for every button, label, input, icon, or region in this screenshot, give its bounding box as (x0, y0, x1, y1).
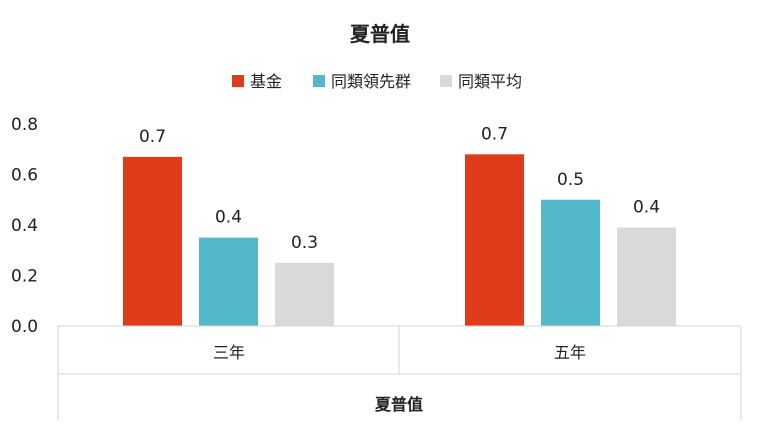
data-label: 0.7 (139, 127, 166, 147)
y-tick-label: 0.8 (11, 115, 38, 135)
bars (123, 154, 676, 326)
data-label: 0.7 (481, 124, 508, 144)
bar (275, 262, 334, 326)
y-tick-label: 0.2 (11, 267, 38, 287)
data-label: 0.4 (633, 198, 660, 218)
data-label: 0.5 (557, 170, 584, 190)
bar (199, 237, 258, 326)
bar (465, 154, 524, 326)
y-tick-label: 0.6 (11, 166, 38, 186)
legend-entry: 同類領先群 (331, 72, 411, 91)
x-axis-group-label: 夏普值 (374, 395, 423, 414)
legend-entry: 基金 (250, 72, 282, 91)
x-axis: 三年 五年 夏普值 (57, 325, 742, 420)
bar (541, 199, 600, 326)
data-labels: 0.7 0.4 0.3 0.7 0.5 0.4 (139, 124, 660, 253)
legend-swatch (440, 75, 452, 87)
x-category-label: 三年 (213, 343, 245, 362)
x-category-label: 五年 (554, 343, 586, 362)
chart-title: 夏普值 (350, 22, 410, 46)
legend: 基金 同類領先群 同類平均 (232, 72, 522, 91)
data-label: 0.4 (215, 208, 242, 228)
y-axis: 0.0 0.2 0.4 0.6 0.8 (11, 115, 38, 337)
legend-entry: 同類平均 (458, 72, 522, 91)
bar (617, 227, 676, 326)
legend-swatch (232, 75, 244, 87)
y-tick-label: 0.0 (11, 317, 38, 337)
legend-swatch (313, 75, 325, 87)
y-tick-label: 0.4 (11, 216, 38, 236)
bar (123, 156, 182, 326)
data-label: 0.3 (291, 233, 318, 253)
